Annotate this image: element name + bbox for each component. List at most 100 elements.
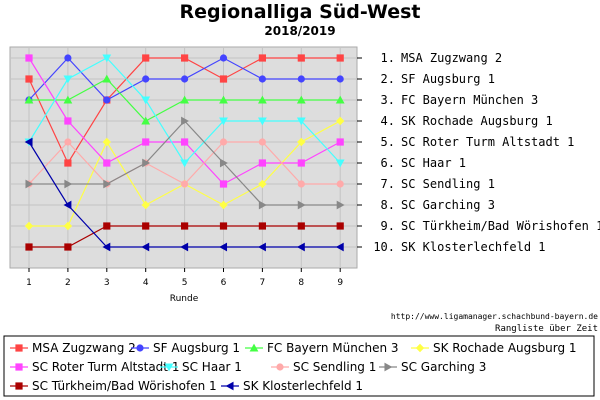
x-tick-label: 5	[182, 278, 188, 288]
data-point	[258, 138, 266, 146]
legend-item: SK Klosterlechfeld 1	[221, 379, 363, 393]
data-point	[180, 242, 189, 252]
legend-label: SC Türkheim/Bad Wörishofen 1	[32, 379, 217, 393]
data-point	[64, 117, 72, 125]
data-point	[25, 75, 33, 83]
data-point	[181, 180, 189, 188]
source-url: http://www.ligamanager.schachbund-bayern…	[391, 312, 598, 321]
ranking-team: SC Haar 1	[401, 156, 466, 170]
data-point	[64, 243, 72, 251]
data-point	[219, 54, 228, 62]
x-axis-ticks: 1 2 3 4 5 6 7 8 9	[26, 268, 343, 288]
data-point	[258, 159, 266, 167]
data-point	[336, 116, 345, 126]
series-group	[24, 54, 345, 252]
data-point	[258, 54, 266, 62]
legend-swatch-marker	[415, 343, 425, 353]
data-point	[142, 158, 151, 168]
ranking-entry: 2.	[381, 72, 395, 86]
ranking-entry: 4.	[381, 114, 395, 128]
ranking-team: SK Klosterlechfeld 1	[401, 240, 546, 254]
x-tick-label: 9	[337, 278, 343, 288]
legend-swatch-marker	[164, 363, 174, 372]
data-point	[219, 200, 228, 210]
data-point	[103, 222, 111, 230]
data-point	[25, 54, 33, 62]
ranking-team: FC Bayern München 3	[401, 93, 538, 107]
chart-title: Regionalliga Süd-West	[179, 1, 420, 23]
legend-swatch-marker	[15, 382, 23, 390]
data-point	[64, 54, 72, 62]
data-point	[297, 200, 306, 210]
data-point	[103, 96, 111, 104]
legend-label: SK Klosterlechfeld 1	[243, 379, 363, 393]
data-point	[219, 117, 228, 126]
data-point	[102, 54, 112, 63]
x-tick-label: 8	[298, 278, 304, 288]
data-point	[181, 116, 189, 126]
data-point	[336, 75, 344, 83]
legend-item: SC Haar 1	[160, 360, 242, 374]
data-point	[64, 179, 73, 189]
x-tick-label: 3	[104, 278, 110, 288]
data-point	[258, 179, 267, 189]
data-point	[336, 200, 345, 210]
legend-box	[3, 335, 595, 397]
x-tick-label: 4	[143, 278, 149, 288]
legend-item: SC Garching 3	[379, 360, 486, 374]
data-point	[335, 95, 345, 104]
series	[24, 54, 345, 168]
data-point	[219, 180, 228, 188]
ranking-entry: 3.	[381, 93, 395, 107]
data-point	[141, 96, 151, 105]
chart-caption: Rangliste über Zeit	[495, 324, 598, 334]
data-point	[219, 242, 228, 252]
data-point	[142, 138, 150, 146]
ranking-entry: 10.	[373, 240, 395, 254]
data-point	[180, 95, 189, 104]
data-point	[103, 179, 112, 189]
x-tick-label: 6	[221, 278, 227, 288]
legend-swatch-marker	[136, 344, 144, 352]
data-point	[63, 95, 73, 104]
data-point	[296, 117, 306, 126]
data-point	[296, 242, 305, 252]
data-point	[219, 222, 228, 230]
data-point	[219, 95, 228, 104]
legend-swatch-marker	[384, 362, 393, 372]
legend-item: SC Roter Turm Altstadt 1	[10, 360, 179, 374]
data-point	[24, 137, 33, 147]
legend-label: SC Garching 3	[401, 360, 486, 374]
ranking-team: SC Roter Turm Altstadt 1	[401, 135, 574, 149]
ranking-team: MSA Zugzwang 2	[401, 51, 502, 65]
series	[25, 116, 345, 210]
data-point	[64, 159, 72, 167]
data-point	[103, 159, 111, 167]
ranking-entry: 6.	[381, 156, 395, 170]
legend-item: SC Sendling 1	[271, 360, 376, 374]
data-point	[297, 75, 305, 83]
x-axis-label: Runde	[170, 294, 199, 304]
data-point	[258, 95, 267, 104]
data-point	[335, 159, 345, 168]
data-point	[258, 200, 267, 210]
data-point	[219, 158, 228, 168]
data-point	[336, 54, 344, 62]
data-point	[64, 138, 72, 146]
data-point	[258, 222, 266, 230]
series	[25, 138, 344, 188]
x-tick-label: 7	[260, 278, 266, 288]
data-point	[25, 243, 33, 251]
ranking-team: SC Sendling 1	[401, 177, 495, 191]
legend-swatch-marker	[276, 363, 284, 371]
data-point	[296, 95, 306, 104]
legend-item: SC Türkheim/Bad Wörishofen 1	[10, 379, 217, 393]
data-point	[25, 179, 34, 189]
legend-swatch-marker	[15, 363, 23, 371]
data-point	[141, 242, 150, 252]
data-point	[180, 159, 189, 168]
data-point	[297, 54, 305, 62]
data-point	[297, 159, 305, 167]
ranking-team: SF Augsburg 1	[401, 72, 495, 86]
